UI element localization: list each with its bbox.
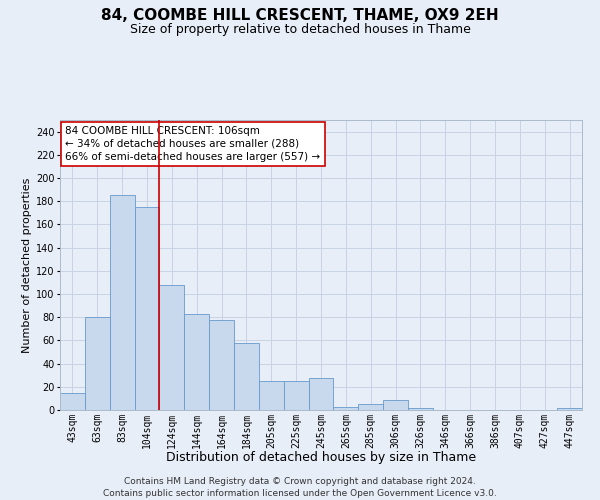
Bar (234, 342, 259, 410)
Bar (557, 408, 582, 410)
Bar (110, 196, 134, 410)
Text: 84 COOMBE HILL CRESCENT: 106sqm
← 34% of detached houses are smaller (288)
66% o: 84 COOMBE HILL CRESCENT: 106sqm ← 34% of… (65, 126, 320, 162)
Bar (284, 381, 308, 410)
Bar (134, 207, 160, 410)
Bar (358, 404, 383, 410)
Bar (85, 317, 110, 410)
Bar (160, 284, 184, 410)
Bar (383, 400, 408, 410)
Bar (308, 378, 334, 410)
Bar (184, 314, 209, 410)
Text: Contains HM Land Registry data © Crown copyright and database right 2024.
Contai: Contains HM Land Registry data © Crown c… (103, 476, 497, 498)
Bar (334, 406, 358, 410)
Bar (408, 408, 433, 410)
X-axis label: Distribution of detached houses by size in Thame: Distribution of detached houses by size … (166, 451, 476, 464)
Bar (209, 320, 234, 410)
Y-axis label: Number of detached properties: Number of detached properties (22, 178, 32, 352)
Bar (60, 392, 85, 410)
Bar (259, 381, 284, 410)
Text: Size of property relative to detached houses in Thame: Size of property relative to detached ho… (130, 22, 470, 36)
Text: 84, COOMBE HILL CRESCENT, THAME, OX9 2EH: 84, COOMBE HILL CRESCENT, THAME, OX9 2EH (101, 8, 499, 22)
